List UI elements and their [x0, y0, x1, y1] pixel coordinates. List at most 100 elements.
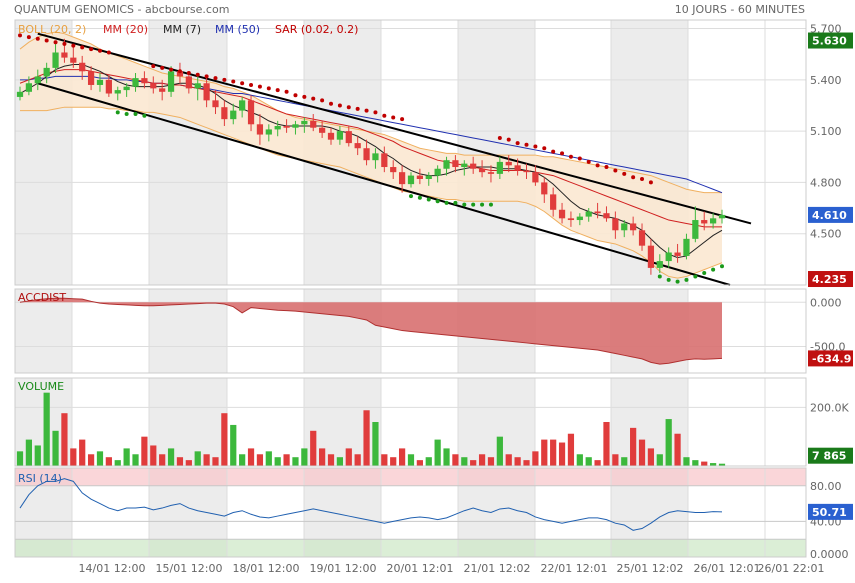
sar-dot [346, 105, 351, 110]
volume-bar [123, 448, 130, 466]
legend-item: BOLL (20, 2) [18, 23, 86, 36]
right-axis: 5.700 5.400 5.100 4.800 4.500 0.000 -500.0 200.… [808, 23, 853, 561]
candle-body [638, 230, 646, 246]
candle-body [319, 127, 326, 133]
sar-dot [506, 137, 511, 142]
candle-body [550, 194, 557, 210]
sar-dot [657, 274, 662, 279]
badge-bg [808, 350, 853, 367]
candle-body [656, 261, 663, 268]
candle-body [514, 165, 521, 171]
sar-dot [320, 98, 325, 103]
volume-bar [150, 445, 157, 466]
candle-body [16, 91, 24, 97]
badge-value: 7 865 [812, 450, 846, 463]
price-tick-label: 5.400 [810, 74, 842, 87]
candle-body [203, 83, 210, 101]
header-text: QUANTUM GENOMICS - abcbourse.com 10 JOUR… [14, 3, 805, 485]
candle-body [718, 214, 726, 219]
rsi-value-badge: 50.71 [808, 503, 853, 520]
sar-dot [302, 94, 307, 99]
candle-body [452, 160, 459, 168]
candle-body [372, 153, 379, 161]
badge-value: 4.610 [812, 209, 847, 222]
badge-value: 5.630 [812, 35, 847, 48]
candle-body [710, 218, 717, 224]
volume-bar [541, 439, 548, 466]
sar-dot [62, 41, 67, 46]
accdist-line [19, 297, 723, 365]
badge-value: -634.9 [812, 352, 851, 365]
sar-dot [693, 274, 698, 279]
volume-bar [96, 451, 104, 466]
candle-body [34, 76, 41, 84]
volume-bar [34, 445, 41, 466]
sar-dot [417, 195, 422, 200]
sar-dot [400, 117, 405, 122]
candle-body [194, 83, 201, 89]
candle-body [585, 211, 592, 217]
volume-bar [718, 463, 726, 466]
candle-body [416, 175, 423, 179]
volume-bar [576, 454, 583, 466]
candle-body [105, 79, 112, 94]
badge-bg [808, 271, 853, 288]
sar-dot [169, 67, 174, 72]
candle-body [123, 86, 130, 91]
candle-body [665, 252, 672, 262]
sar-dot [631, 175, 636, 180]
sar-dot [391, 115, 396, 120]
accdist-title: ACCDIST [18, 291, 66, 304]
x-tick-label: 26/01 22:01 [758, 562, 825, 575]
candle-body [230, 110, 237, 120]
rsi-tick-label: 80.00 [810, 480, 842, 493]
volume-bar [132, 454, 139, 466]
sar-dot [675, 279, 680, 284]
legend-item: MM (20) [103, 23, 148, 36]
volume-bar [345, 448, 352, 466]
sar-dot [666, 277, 671, 282]
candle-body [256, 124, 264, 135]
sar-dot [444, 200, 449, 205]
candle-body [390, 167, 397, 173]
volume-bar [310, 430, 317, 466]
sar-dot [355, 106, 360, 111]
sar-dot [80, 45, 85, 50]
sar-dot [231, 79, 236, 84]
volume-bar [665, 419, 672, 466]
x-tick-label: 22/01 12:01 [541, 562, 608, 575]
sar-dot [702, 271, 707, 276]
volume-bar [434, 439, 441, 466]
sar-dot [293, 93, 298, 98]
volume-bar [114, 460, 121, 466]
volume-bar [167, 448, 175, 466]
sar-dot [471, 202, 476, 207]
volume-bar [194, 451, 201, 466]
badge-value: 50.71 [812, 506, 847, 519]
volume-bar [523, 460, 530, 466]
sar-dot [204, 74, 209, 79]
candle-body [239, 100, 246, 111]
x-tick-label: 15/01 12:00 [156, 562, 223, 575]
sar-dot [586, 159, 591, 164]
candle-body [96, 79, 104, 85]
sar-dot [266, 86, 271, 91]
sar-dot [213, 76, 218, 81]
volume-bar [407, 454, 415, 466]
volume-bar [381, 454, 388, 466]
legend-item: MM (7) [163, 23, 201, 36]
candle-body [612, 218, 619, 231]
candle-body [603, 213, 610, 219]
volume-bar [550, 439, 557, 466]
rsi-line [19, 478, 723, 531]
candle-body [345, 131, 352, 144]
day-stripe [149, 20, 227, 285]
volume-bar [256, 454, 264, 466]
volume-bar [141, 436, 148, 466]
volume-bar [221, 413, 228, 466]
sar-dot [408, 194, 413, 199]
sar-dot [329, 101, 334, 106]
volume-bar [79, 439, 86, 466]
candle-body [701, 220, 708, 224]
